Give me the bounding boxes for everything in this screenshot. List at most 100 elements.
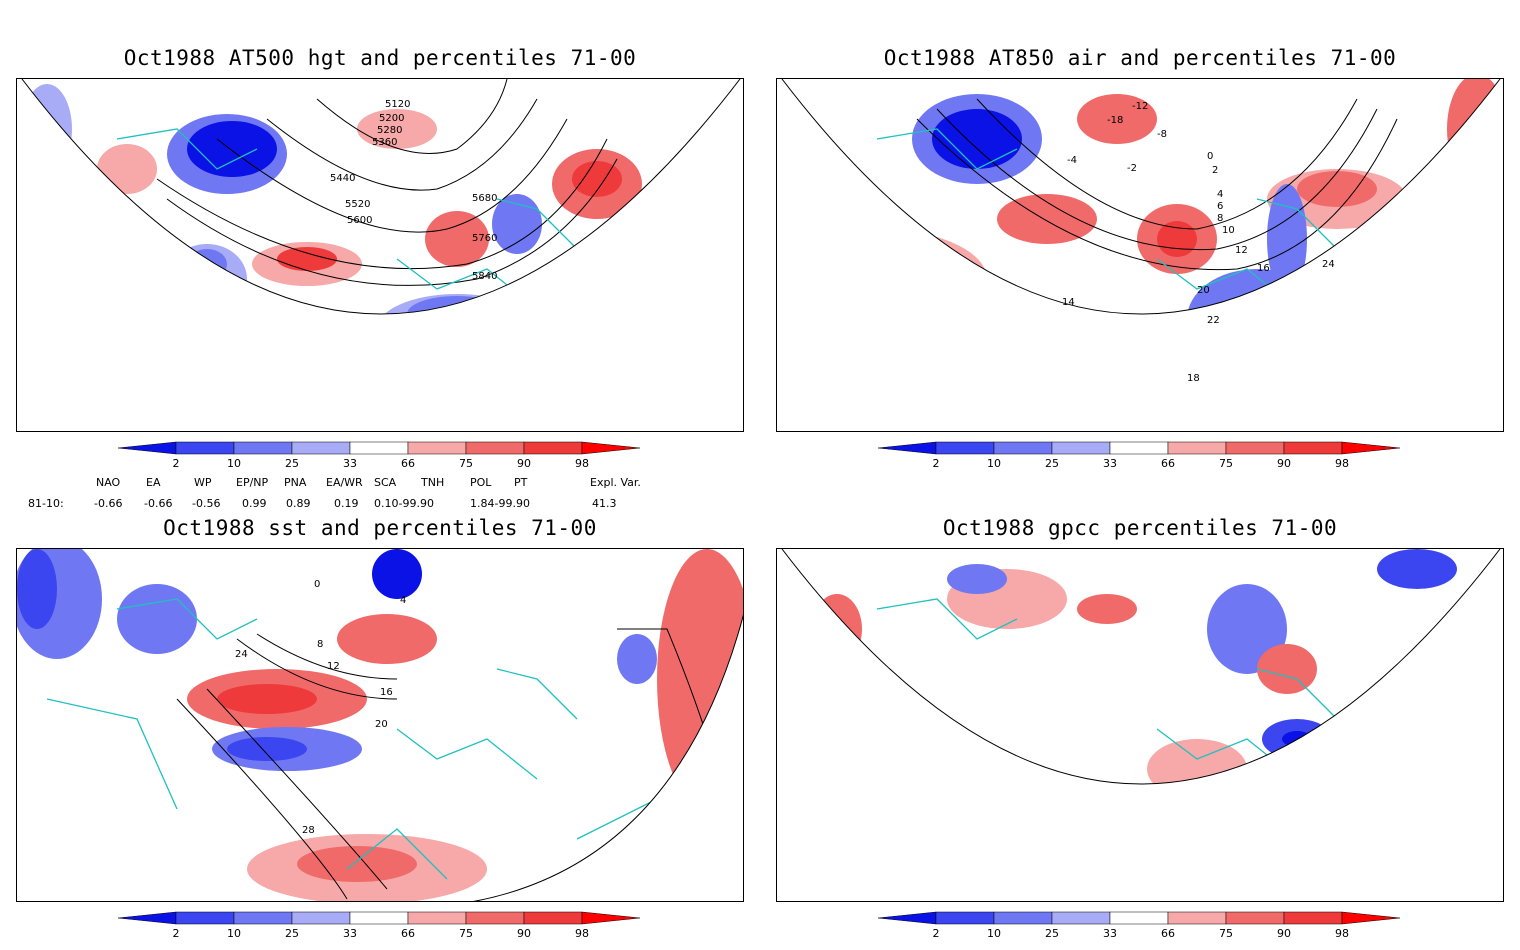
colorbar-tick-label: 25 [285, 457, 299, 470]
colorbar-swatch [465, 911, 525, 925]
colorbar-swatch [233, 911, 293, 925]
colorbar-tick-label: 75 [1219, 457, 1233, 470]
index-header-pol: POL [470, 476, 492, 489]
map-panel-z500: 5120 5200 5280 5360 5440 5520 5600 5680 … [16, 78, 744, 432]
colorbar-swatch [175, 911, 235, 925]
indices-value-row: 81-10: -0.66 -0.66 -0.56 0.99 0.89 0.19 … [0, 497, 760, 511]
contour-label: 12 [1235, 245, 1248, 256]
map-panel-sst: 0 4 8 12 16 20 24 28 [16, 548, 744, 902]
index-header-pt: PT [514, 476, 528, 489]
colorbar-tick-label: 98 [1335, 927, 1349, 940]
contour-label: 0 [314, 579, 320, 590]
colorbar-tick-label: 25 [1045, 927, 1059, 940]
contour-label: 5680 [472, 193, 497, 204]
colorbar-tick-label: 33 [343, 927, 357, 940]
colorbar-swatch [878, 441, 937, 455]
contour-label: 4 [400, 595, 406, 606]
contour-label: 24 [1322, 259, 1335, 270]
colorbar-swatch [291, 911, 351, 925]
colorbar-swatch [1109, 911, 1169, 925]
indices-header-row: NAO EA WP EP/NP PNA EA/WR SCA TNH POL PT… [0, 476, 760, 490]
index-header-epnp: EP/NP [236, 476, 269, 489]
map-t850: -18 -12 -8 -4 -2 0 2 4 6 8 10 12 14 16 1… [781, 79, 1501, 384]
contour-label: 20 [1197, 285, 1210, 296]
colorbar-swatch [1167, 441, 1227, 455]
colorbar-tick-label: 90 [517, 457, 531, 470]
colorbar-tick-label: 90 [517, 927, 531, 940]
colorbar-tick-label: 98 [1335, 457, 1349, 470]
panel-title-sst: Oct1988 sst and percentiles 71-00 [163, 516, 597, 540]
colorbar-swatch [1225, 911, 1285, 925]
contour-label: -12 [1132, 101, 1148, 112]
index-value-expl-var: 41.3 [592, 497, 617, 510]
colorbar-tick-label: 2 [172, 927, 180, 940]
colorbar-swatch [407, 911, 467, 925]
contour-label: -4 [1067, 155, 1077, 166]
index-header-sca: SCA [374, 476, 397, 489]
colorbar-tick-label: 75 [459, 457, 473, 470]
colorbar-swatch [349, 911, 409, 925]
colorbar-swatches [878, 441, 1401, 455]
contour-label: 16 [1257, 263, 1270, 274]
colorbar-swatch [233, 441, 293, 455]
contour-label: 18 [1187, 373, 1200, 384]
colorbar-tick-label: 90 [1277, 927, 1291, 940]
colorbar-swatch [1109, 441, 1169, 455]
colorbar-tick-label: 66 [401, 927, 415, 940]
colorbar-tick-label: 66 [1161, 457, 1175, 470]
map-sst: 0 4 8 12 16 20 24 28 [17, 549, 743, 901]
index-value-wp: -0.56 [192, 497, 221, 510]
map-panel-gpcc [776, 548, 1504, 902]
contour-label: 12 [327, 661, 340, 672]
colorbar-swatch [1167, 911, 1227, 925]
map-z500: 5120 5200 5280 5360 5440 5520 5600 5680 … [21, 79, 741, 315]
contour-label: 8 [1217, 213, 1223, 224]
colorbar-swatch [935, 441, 995, 455]
contour-label: 5200 [379, 113, 404, 124]
panel-title-z500: Oct1988 AT500 hgt and percentiles 71-00 [123, 46, 637, 70]
colorbar-swatch [118, 441, 177, 455]
colorbar-tick-label: 10 [227, 927, 241, 940]
map-panel-t850: -18 -12 -8 -4 -2 0 2 4 6 8 10 12 14 16 1… [776, 78, 1504, 432]
contour-label: -8 [1157, 129, 1167, 140]
colorbar-sst: 2 10 25 33 66 75 90 98 [118, 910, 648, 950]
index-header-pna: PNA [284, 476, 307, 489]
contour-label: 10 [1222, 225, 1235, 236]
colorbar-tick-label: 75 [1219, 927, 1233, 940]
colorbar-tick-label: 25 [1045, 457, 1059, 470]
colorbar-tick-label: 2 [932, 457, 940, 470]
colorbar-swatch [407, 441, 467, 455]
colorbar-tick-label: 10 [987, 457, 1001, 470]
colorbar-tick-label: 90 [1277, 457, 1291, 470]
colorbar-swatch [349, 441, 409, 455]
colorbar-swatches [118, 441, 641, 455]
index-header-ea: EA [146, 476, 161, 489]
index-header-tnh: TNH [421, 476, 445, 489]
index-header-eawr: EA/WR [326, 476, 363, 489]
colorbar-tick-label: 2 [172, 457, 180, 470]
colorbar-swatch [291, 441, 351, 455]
index-header-wp: WP [194, 476, 212, 489]
colorbar-swatch [878, 911, 937, 925]
colorbar-tick-label: 33 [1103, 457, 1117, 470]
contour-label: 5760 [472, 233, 497, 244]
index-value-ea: -0.66 [144, 497, 173, 510]
colorbar-swatch [523, 441, 583, 455]
panel-title-gpcc: Oct1988 gpcc percentiles 71-00 [942, 516, 1338, 540]
colorbar-swatch [581, 911, 641, 925]
contour-label: 28 [302, 825, 315, 836]
colorbar-tick-label: 75 [459, 927, 473, 940]
panel-title-t850: Oct1988 AT850 air and percentiles 71-00 [883, 46, 1397, 70]
contour-label: 8 [317, 639, 323, 650]
contour-label: 0 [1207, 151, 1213, 162]
colorbar-swatch [1283, 911, 1343, 925]
colorbar-tick-label: 98 [575, 927, 589, 940]
contour-label: 5120 [385, 99, 410, 110]
index-value-epnp: 0.99 [242, 497, 267, 510]
index-header-expl-var: Expl. Var. [590, 476, 641, 489]
colorbar-tick-label: 33 [343, 457, 357, 470]
colorbar-swatch [935, 911, 995, 925]
contour-label: 5600 [347, 215, 372, 226]
index-row-label: 81-10: [28, 497, 64, 510]
contour-label: 5280 [377, 125, 402, 136]
